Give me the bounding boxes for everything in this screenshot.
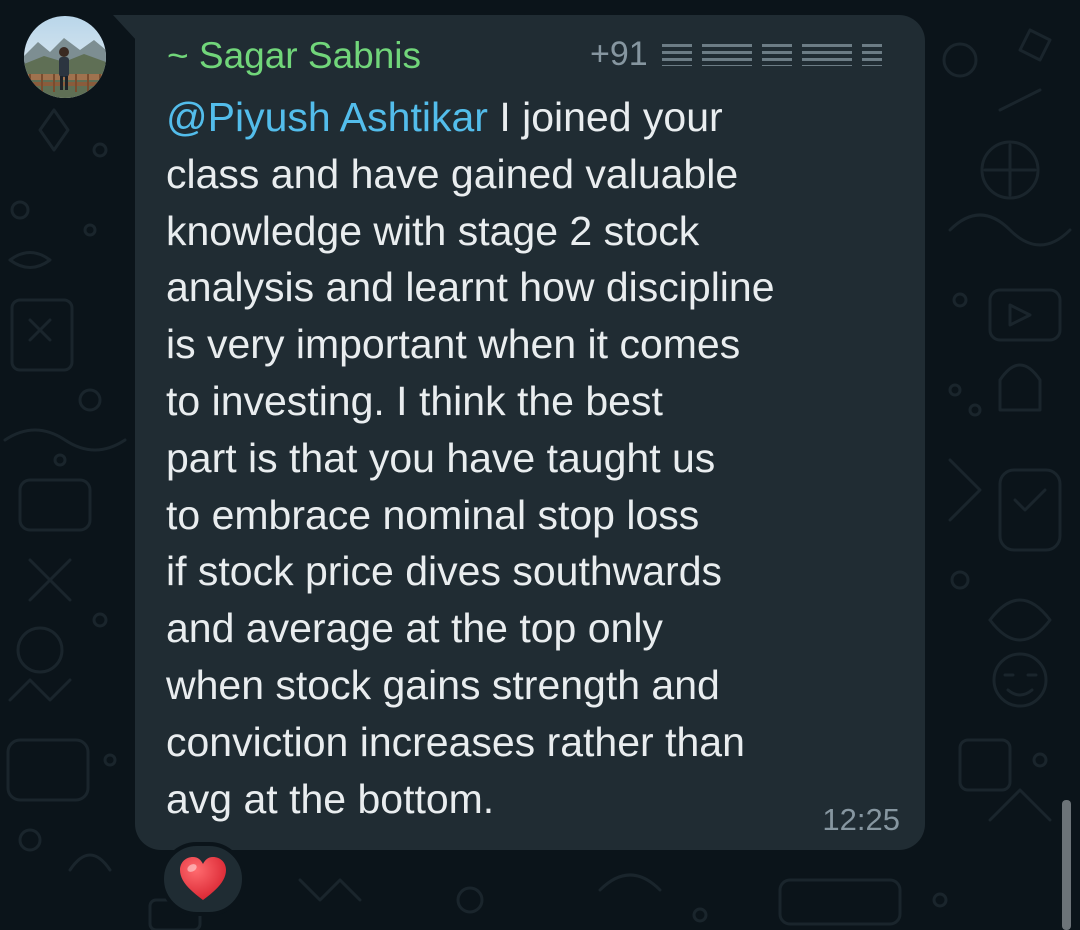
message-text: @Piyush Ashtikar I joined your class and… [166, 89, 906, 827]
message-line: knowledge with stage 2 stock [166, 207, 700, 254]
heart-icon [180, 857, 226, 900]
sender-phone-prefix: +91 [590, 35, 648, 73]
message-line: part is that you have taught us [166, 434, 716, 481]
scrollbar-thumb[interactable] [1062, 800, 1071, 930]
message-bubble[interactable]: ~ Sagar Sabnis +91 @Piyush Ashtikar I jo… [135, 15, 925, 850]
sender-avatar[interactable] [24, 16, 106, 98]
message-line-first: @Piyush Ashtikar I joined your [166, 89, 906, 146]
message-line: analysis and learnt how discipline [166, 264, 775, 311]
message-line: avg at the bottom. [166, 775, 495, 822]
sender-name[interactable]: ~ Sagar Sabnis [167, 35, 422, 76]
message-timestamp: 12:25 [822, 802, 900, 837]
message-line: I joined your [487, 94, 723, 140]
message-line: conviction increases rather than [166, 718, 745, 765]
message-line: to investing. I think the best [166, 377, 663, 424]
message-line: to embrace nominal stop loss [166, 491, 700, 538]
message-line: is very important when it comes [166, 321, 741, 368]
message-line: and average at the top only [166, 605, 663, 652]
redacted-phone-number [661, 43, 882, 66]
message-line: when stock gains strength and [166, 661, 720, 708]
bubble-tail [113, 15, 137, 41]
reaction-badge[interactable] [160, 842, 246, 916]
sender-phone[interactable]: +91 [590, 35, 882, 74]
mention-link[interactable]: @Piyush Ashtikar [166, 94, 488, 140]
message-line: class and have gained valuable [166, 150, 739, 197]
message-line: if stock price dives southwards [166, 548, 723, 595]
